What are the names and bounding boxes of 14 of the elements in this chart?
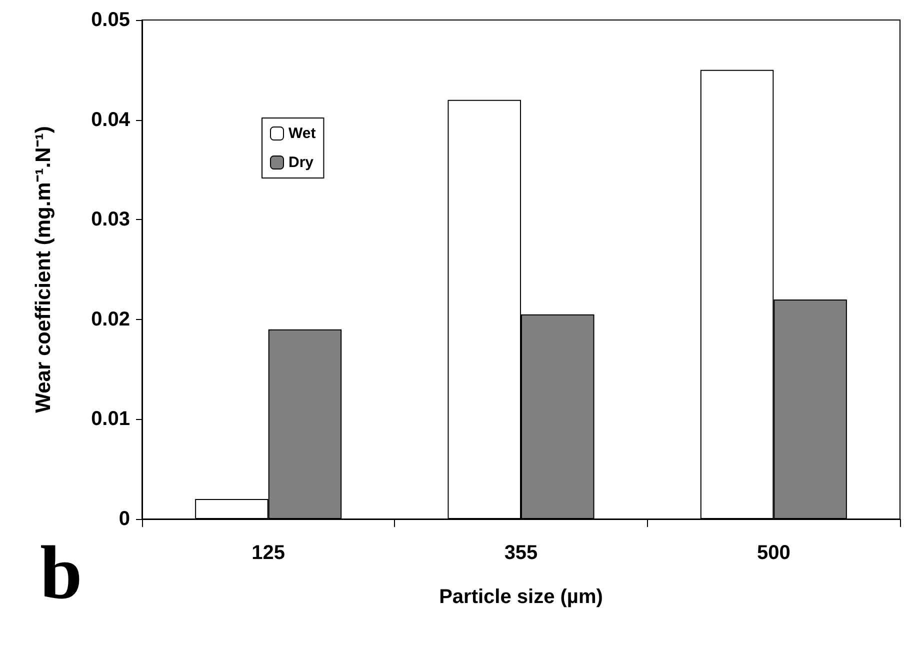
y-tick-label: 0 bbox=[118, 508, 130, 530]
y-tick-label: 0.01 bbox=[91, 408, 130, 430]
x-tick-label: 355 bbox=[504, 542, 538, 564]
text: b bbox=[40, 531, 82, 615]
x-tick-label: 500 bbox=[756, 542, 790, 564]
x-tick-label: 125 bbox=[252, 542, 286, 564]
y-tick-label: 0.02 bbox=[91, 308, 130, 330]
y-tick-label: 0.04 bbox=[91, 108, 131, 131]
y-tick-label: 0.05 bbox=[91, 9, 130, 31]
x-axis-title: Particle size (µm) bbox=[439, 586, 603, 608]
legend-label: Wet bbox=[288, 125, 316, 142]
y-tick-label: 0.03 bbox=[91, 208, 130, 231]
legend-label: Dry bbox=[288, 154, 314, 171]
y-axis-title: Wear coefficient (mg.m⁻¹.N⁻¹) bbox=[32, 126, 55, 413]
